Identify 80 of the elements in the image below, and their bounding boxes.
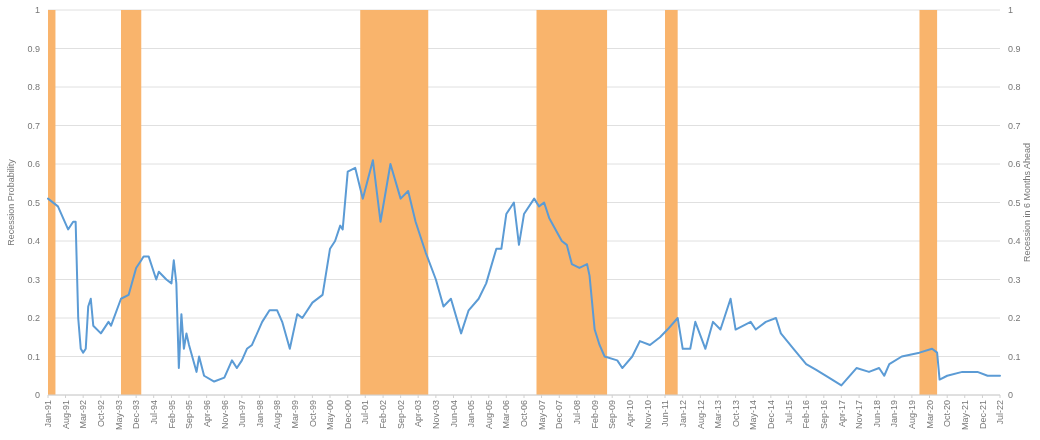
y-tick-label: 0.6 [27,159,40,170]
x-tick-label: Dec-00 [342,400,353,430]
y2-tick-label: 0.2 [1008,313,1021,324]
x-tick-label: Jun-11 [660,400,671,427]
x-tick-label: Aug-19 [907,400,918,430]
y-tick-label: 0.4 [27,236,40,247]
y-tick-label: 0.7 [27,120,40,131]
line-series [47,159,1001,387]
y2-tick-label: 0.8 [1008,82,1021,93]
x-tick-label: Oct-99 [307,400,318,428]
x-tick-label: Dec-14 [766,400,776,430]
x-tick-label: Dec-07 [554,400,565,430]
x-tick-label: Oct-20 [942,400,953,428]
x-tick-label: Nov-17 [854,400,865,430]
y2-tick-label: 0.4 [1008,236,1021,247]
x-tick-label: May-21 [959,400,970,431]
y2-tick-label: 1 [1008,5,1014,16]
x-tick-label: Nov-10 [642,400,653,430]
x-tick-label: Apr-10 [624,400,635,428]
y2-tick-label: 0.3 [1008,274,1021,285]
x-tick-label: Feb-02 [378,400,389,429]
x-tick-label: Mar-99 [289,400,300,429]
y-tick-label: 0.3 [27,274,40,285]
y-tick-label: 1 [34,5,40,16]
x-tick-label: Oct-92 [96,400,107,428]
x-tick-label: Oct-13 [730,400,741,428]
x-tick-label: Apr-96 [201,400,212,428]
y-tick-label: 0.9 [27,43,40,54]
x-tick-label: Sep-02 [395,400,406,430]
x-tick-label: May-93 [113,400,124,431]
x-tick-label: Jun-04 [448,400,459,428]
x-tick-label: Jul-08 [572,400,583,425]
x-tick-label: Sep-09 [607,400,618,430]
x-tick-label: Dec-93 [131,400,142,430]
x-tick-label: Mar-13 [713,400,724,429]
y2-tick-label: 0.9 [1008,43,1021,54]
x-tick-label: Jul-01 [360,400,371,425]
x-tick-label: Nov-96 [219,400,230,430]
x-tick-label: Dec-21 [977,400,988,430]
x-tick-label: Sep-95 [184,400,195,430]
x-tick-label: Feb-09 [589,400,600,429]
x-tick-label: Jul-94 [148,400,159,425]
y2-tick-label: 0.7 [1008,120,1021,131]
x-tick-label: May-07 [536,400,547,431]
y2-tick-label: 0.6 [1008,159,1021,170]
x-tick-label: Oct-06 [519,400,530,428]
y2-tick-label: 0.1 [1008,351,1021,362]
y2-tick-label: 0.5 [1008,197,1021,208]
x-tick-label: Jul-15 [783,400,794,425]
x-tick-label: Jan-98 [254,400,265,428]
x-tick-label: Aug-98 [272,400,283,430]
x-tick-label: Jan-05 [466,400,477,428]
y-tick-label: 0.8 [27,82,40,93]
x-tick-label: Jun-18 [871,400,882,428]
x-tick-label: Sep-16 [818,400,829,430]
y2-axis-title: Recession in 6 Months Ahead [1022,142,1032,263]
x-tick-label: Jan-91 [43,400,54,428]
x-tick-label: Apr-03 [413,400,424,428]
y-axis-title: Recession Probability [6,158,16,246]
x-tick-label: Apr-17 [836,400,847,428]
x-tick-label: May-00 [325,400,336,431]
x-tick-label: Nov-03 [431,400,442,430]
y-tick-label: 0.5 [27,197,40,208]
x-tick-label: Jun-97 [237,400,248,428]
x-tick-label: Jan-19 [889,400,900,428]
y2-tick-label: 0 [1008,390,1014,401]
x-tick-label: Mar-20 [924,400,935,429]
y-tick-label: 0 [34,390,40,401]
x-tick-label: Aug-05 [483,400,494,430]
y-tick-label: 0.1 [27,351,40,362]
x-tick-label: Aug-91 [60,400,71,430]
x-tick-label: Mar-06 [501,400,512,429]
x-tick-label: Jul-22 [995,400,1006,425]
x-tick-label: Mar-92 [78,400,89,429]
x-tick-label: May-14 [748,400,759,431]
y-tick-label: 0.2 [27,313,40,324]
x-tick-label: Feb-95 [166,400,177,429]
x-tick-label: Aug-12 [695,400,706,430]
x-tick-label: Feb-16 [801,400,812,429]
x-tick-label: Jan-12 [677,400,688,428]
